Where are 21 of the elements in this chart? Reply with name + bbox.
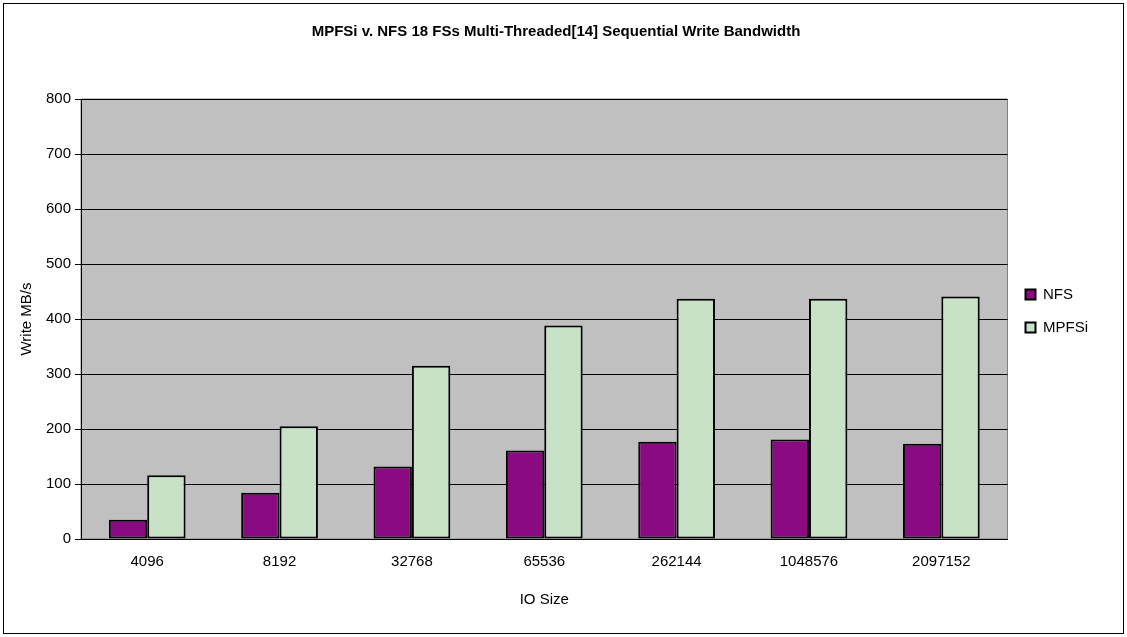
chart-title: MPFSi v. NFS 18 FSs Multi-Threaded[14] Sequential Write Bandwidth (311, 22, 801, 40)
y-tick-label: 700 (46, 144, 72, 162)
y-tick-label: 0 (62, 529, 72, 547)
x-tick-label: 2097152 (912, 552, 971, 570)
x-axis-title: IO Size (519, 590, 569, 608)
x-tick-label: 4096 (130, 552, 164, 570)
x-tick-label: 1048576 (779, 552, 839, 570)
legend-label: NFS (1043, 284, 1073, 302)
x-tick-label: 262144 (651, 552, 702, 570)
y-tick-label: 400 (46, 309, 72, 327)
y-tick-label: 100 (46, 474, 72, 492)
y-tick-label: 200 (46, 419, 72, 437)
y-tick-label: 500 (46, 254, 72, 272)
legend-label: MPFSi (1043, 317, 1088, 335)
y-tick-label: 800 (46, 89, 72, 107)
x-tick-label: 32768 (391, 552, 433, 570)
y-axis-title: Write MB/s (17, 282, 35, 356)
y-tick-label: 300 (46, 364, 72, 382)
y-tick-label: 600 (46, 199, 72, 217)
x-tick-label: 8192 (262, 552, 297, 570)
x-tick-label: 65536 (523, 552, 566, 570)
